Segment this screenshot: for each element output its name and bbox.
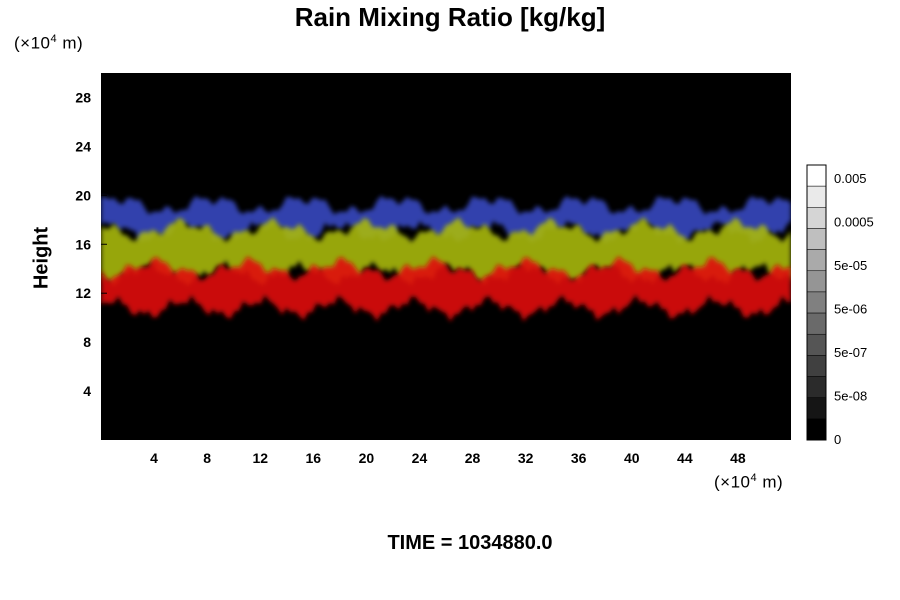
x-unit-exponent: 4 [750, 472, 758, 484]
y-axis-unit: (×104 m) [14, 33, 83, 54]
y-axis-ticks: 4 8 12 16 20 24 28 [75, 89, 107, 399]
colorbar-frame [806, 164, 827, 441]
y-tick-label: 20 [75, 187, 91, 203]
colorbar-level [806, 376, 827, 398]
y-unit-prefix: (×10 [14, 33, 51, 53]
data-layer-band [101, 256, 791, 322]
x-unit-suffix: m) [757, 472, 784, 492]
colorbar-level [806, 333, 827, 356]
colorbar-level [806, 185, 827, 208]
x-axis-unit: (×104 m) [714, 472, 783, 493]
y-tick-label: 12 [75, 285, 91, 301]
y-unit-suffix: m) [57, 33, 84, 53]
x-tick-label: 40 [624, 450, 640, 466]
colorbar-level [806, 228, 827, 250]
x-unit-prefix: (×10 [714, 472, 751, 492]
time-label: TIME = 1034880.0 [387, 532, 553, 554]
colorbar-level [806, 270, 827, 293]
x-tick-label: 4 [150, 450, 158, 466]
x-tick-label: 36 [571, 450, 587, 466]
colorbar-label: 5e-07 [834, 345, 867, 360]
data-layers [101, 195, 791, 322]
colorbar-label: 0.0005 [834, 215, 874, 230]
x-tick-label: 32 [518, 450, 534, 466]
data-layer-band [101, 195, 791, 245]
colorbar-level [806, 207, 827, 229]
colorbar-level [806, 164, 827, 187]
colorbar-label: 5e-05 [834, 258, 867, 273]
colorbar-level [806, 397, 827, 420]
x-axis-ticks: 4 8 12 16 20 24 28 32 36 40 44 48 [150, 434, 746, 466]
colorbar-level [806, 291, 827, 314]
colorbar-level [806, 312, 827, 335]
colorbar-level [806, 249, 827, 272]
chart-title: Rain Mixing Ratio [kg/kg] [294, 2, 606, 32]
x-tick-label: 48 [730, 450, 746, 466]
x-tick-label: 12 [252, 450, 268, 466]
x-tick-label: 16 [306, 450, 322, 466]
y-unit-exponent: 4 [50, 33, 58, 45]
y-tick-label: 8 [83, 334, 91, 350]
colorbar-label: 0 [834, 432, 841, 447]
y-tick-label: 28 [75, 89, 91, 105]
colorbar-label: 0.005 [834, 171, 867, 186]
x-tick-label: 24 [412, 450, 428, 466]
y-tick-label: 16 [75, 236, 91, 252]
colorbar-level [806, 418, 827, 441]
colorbar-label: 5e-08 [834, 389, 867, 404]
x-tick-label: 8 [203, 450, 211, 466]
y-tick-label: 24 [75, 138, 91, 154]
x-tick-label: 20 [359, 450, 375, 466]
colorbar-label: 5e-06 [834, 302, 867, 317]
x-tick-label: 28 [465, 450, 481, 466]
y-tick-label: 4 [83, 383, 91, 399]
colorbar: 0.005 0.0005 5e-05 5e-06 5e-07 5e-08 0 [806, 164, 874, 447]
x-tick-label: 44 [677, 450, 693, 466]
colorbar-level [806, 355, 827, 377]
